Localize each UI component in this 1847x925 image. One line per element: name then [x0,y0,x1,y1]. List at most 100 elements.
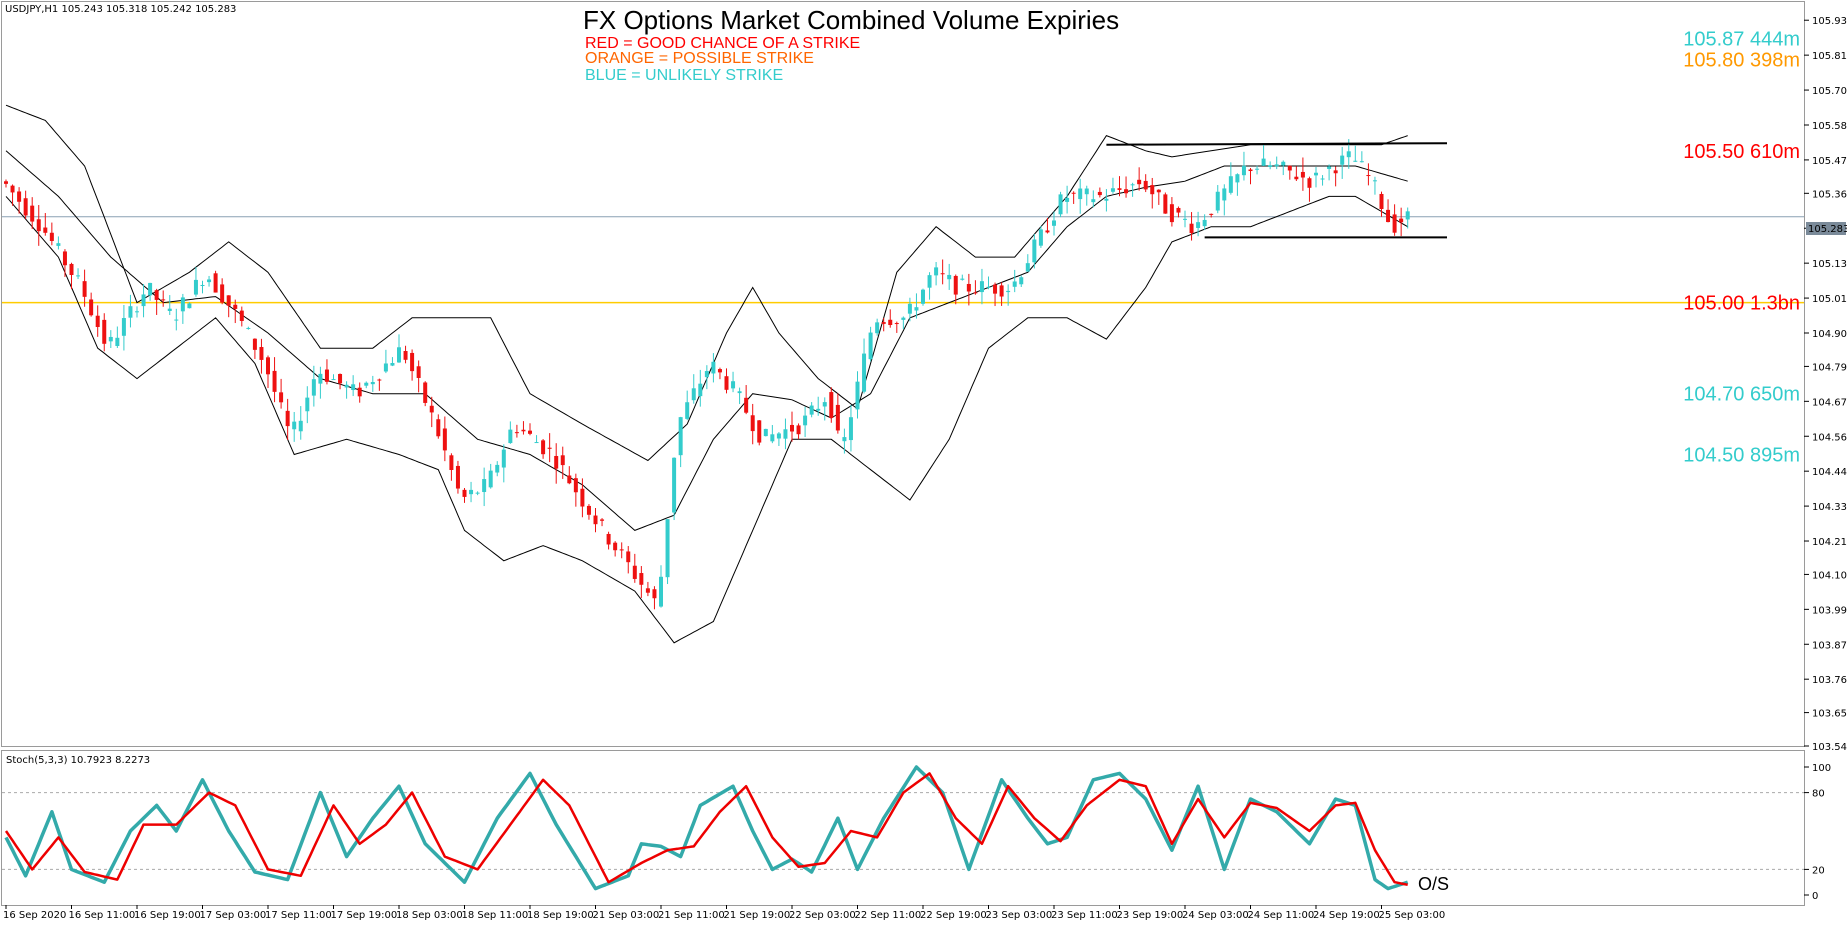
candle-body [1110,188,1115,192]
candlestick-series [4,139,1410,610]
current-price-label: 105.283 [1808,224,1847,235]
candle-body [174,319,179,321]
candle-body [220,284,225,303]
candle-body [744,397,749,413]
strike-label-4: 104.70 650m [1683,384,1800,406]
candle-body [1150,185,1155,195]
candle-body [390,362,395,366]
candle-body [62,251,67,266]
time-tick-label: 18 Sep 11:00 [462,910,529,921]
candle-body [1209,213,1214,215]
candle-body [514,432,519,434]
candle-body [1241,165,1246,176]
candle-body [1372,180,1377,182]
legend-blue: BLUE = UNLIKELY STRIKE [585,67,783,84]
candle-body [23,198,28,216]
candle-body [338,373,343,384]
strike-label-1: 105.80 398m [1683,50,1800,72]
candle-body [76,275,81,277]
candle-body [632,565,637,579]
candle-body [298,420,303,432]
candle-body [659,576,663,607]
time-tick-label: 22 Sep 03:00 [789,910,856,921]
candle-body [1189,223,1194,234]
stoch-tick-label: 80 [1812,789,1825,800]
price-tick-label: 103.875 [1812,640,1847,651]
bollinger-middle [5,150,1408,531]
candle-body [573,478,578,493]
price-tick-label: 104.790 [1812,362,1847,373]
candle-body [1300,171,1305,178]
candle-body [233,304,238,309]
candle-body [469,489,474,495]
candle-body [272,370,277,392]
candle-body [1314,172,1318,176]
candle-body [10,185,15,193]
price-tick-label: 105.700 [1812,86,1847,97]
candle-body [763,428,768,437]
candle-body [1359,161,1364,163]
candle-body [528,430,532,434]
price-tick-label: 105.585 [1812,121,1847,132]
candle-body [999,285,1004,297]
main-price-pane[interactable] [1,1,1805,747]
candle-body [403,350,408,360]
horizontal-lines [2,216,1804,304]
stoch-tick-label: 100 [1812,763,1831,774]
candle-body [816,408,821,411]
candle-body [1333,170,1338,174]
candle-body [1038,229,1043,246]
candle-body [1379,193,1384,210]
candle-body [534,442,539,444]
candle-body [737,391,742,394]
candle-body [907,303,912,314]
price-tick-label: 105.360 [1812,189,1847,200]
candle-body [1346,151,1351,158]
candle-body [1366,175,1371,177]
candle-body [82,281,87,297]
candle-body [803,415,808,426]
candle-body [1078,188,1083,200]
candle-body [554,455,559,469]
candle-body [226,295,231,306]
candle-body [266,357,270,375]
stochastic-pane[interactable] [1,750,1805,906]
candle-body [835,404,840,431]
candle-body [108,336,113,342]
bollinger-lower [5,195,1408,644]
candle-body [1006,290,1011,293]
candle-body [1261,158,1266,166]
candle-body [357,387,362,397]
candle-body [698,383,703,397]
candle-body [790,424,794,432]
candle-body [1274,164,1279,167]
time-tick-label: 22 Sep 19:00 [920,910,987,921]
candle-body [927,275,932,288]
legend-red: RED = GOOD CHANCE OF A STRIKE [585,35,860,52]
price-tick-label: 105.015 [1812,294,1847,305]
candle-body [547,447,552,449]
current-price-tag [1806,222,1846,235]
candle-body [580,488,585,507]
candle-body [1012,281,1017,287]
candle-body [423,382,428,403]
candle-body [704,371,709,378]
candle-body [1130,184,1135,186]
candle-body [115,337,120,346]
candle-body [495,464,500,473]
time-tick-label: 24 Sep 11:00 [1248,910,1315,921]
price-tick-label: 103.650 [1812,709,1847,720]
candle-body [1353,160,1358,162]
strike-label-0: 105.87 444m [1683,28,1800,50]
time-tick-label: 18 Sep 19:00 [527,910,594,921]
candle-body [200,284,205,287]
candle-body [711,361,716,374]
candle-body [1287,165,1292,171]
candle-body [239,310,244,321]
candle-body [1405,211,1410,220]
candle-body [1124,189,1129,194]
candle-body [1215,191,1220,211]
price-tick-label: 104.215 [1812,537,1847,548]
